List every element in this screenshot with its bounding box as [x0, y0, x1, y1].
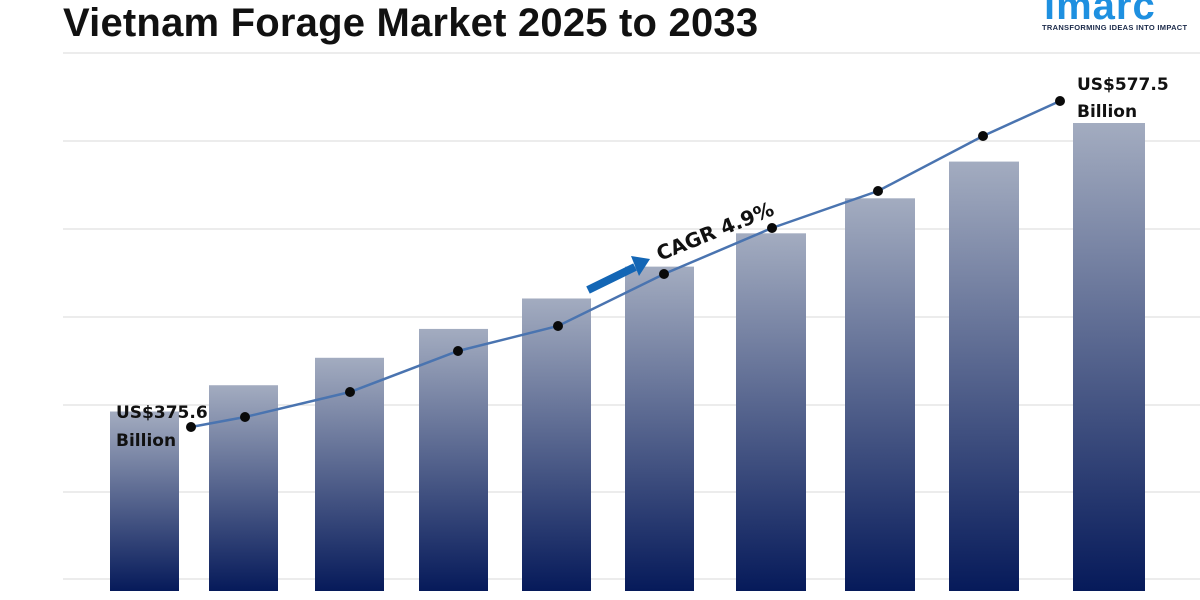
bar-4 [419, 328, 488, 591]
bar-8 [845, 198, 915, 591]
trend-marker-4 [453, 346, 463, 356]
trend-line-group [186, 96, 1065, 432]
bar-5 [522, 298, 591, 591]
cagr-arrow-icon [586, 256, 650, 294]
end-unit-label: Billion [1077, 102, 1137, 122]
end-value-label: US$577.5 [1077, 75, 1169, 95]
start-unit-label: Billion [116, 431, 176, 451]
imarc-logo: imarc TRANSFORMING IDEAS INTO IMPACT [1040, 0, 1200, 36]
trend-line [190, 99, 1061, 429]
trend-marker-7 [767, 223, 777, 233]
trend-marker-3 [345, 387, 355, 397]
trend-marker-8 [873, 186, 883, 196]
bar-6 [625, 266, 694, 591]
start-value-label: US$375.6 [116, 403, 208, 423]
bar-1 [110, 411, 179, 591]
logo-wordmark: imarc [1044, 0, 1156, 28]
trend-marker-1 [186, 422, 196, 432]
page-title: Vietnam Forage Market 2025 to 2033 [63, 1, 759, 45]
logo-tagline: TRANSFORMING IDEAS INTO IMPACT [1042, 23, 1188, 32]
bar-9 [949, 161, 1019, 592]
trend-marker-5 [553, 321, 563, 331]
bar-7 [736, 233, 806, 591]
trend-marker-10 [1055, 96, 1065, 106]
bar-10 [1073, 123, 1145, 591]
trend-marker-2 [240, 412, 250, 422]
trend-marker-6 [659, 269, 669, 279]
trend-marker-9 [978, 131, 988, 141]
bars [110, 123, 1145, 592]
